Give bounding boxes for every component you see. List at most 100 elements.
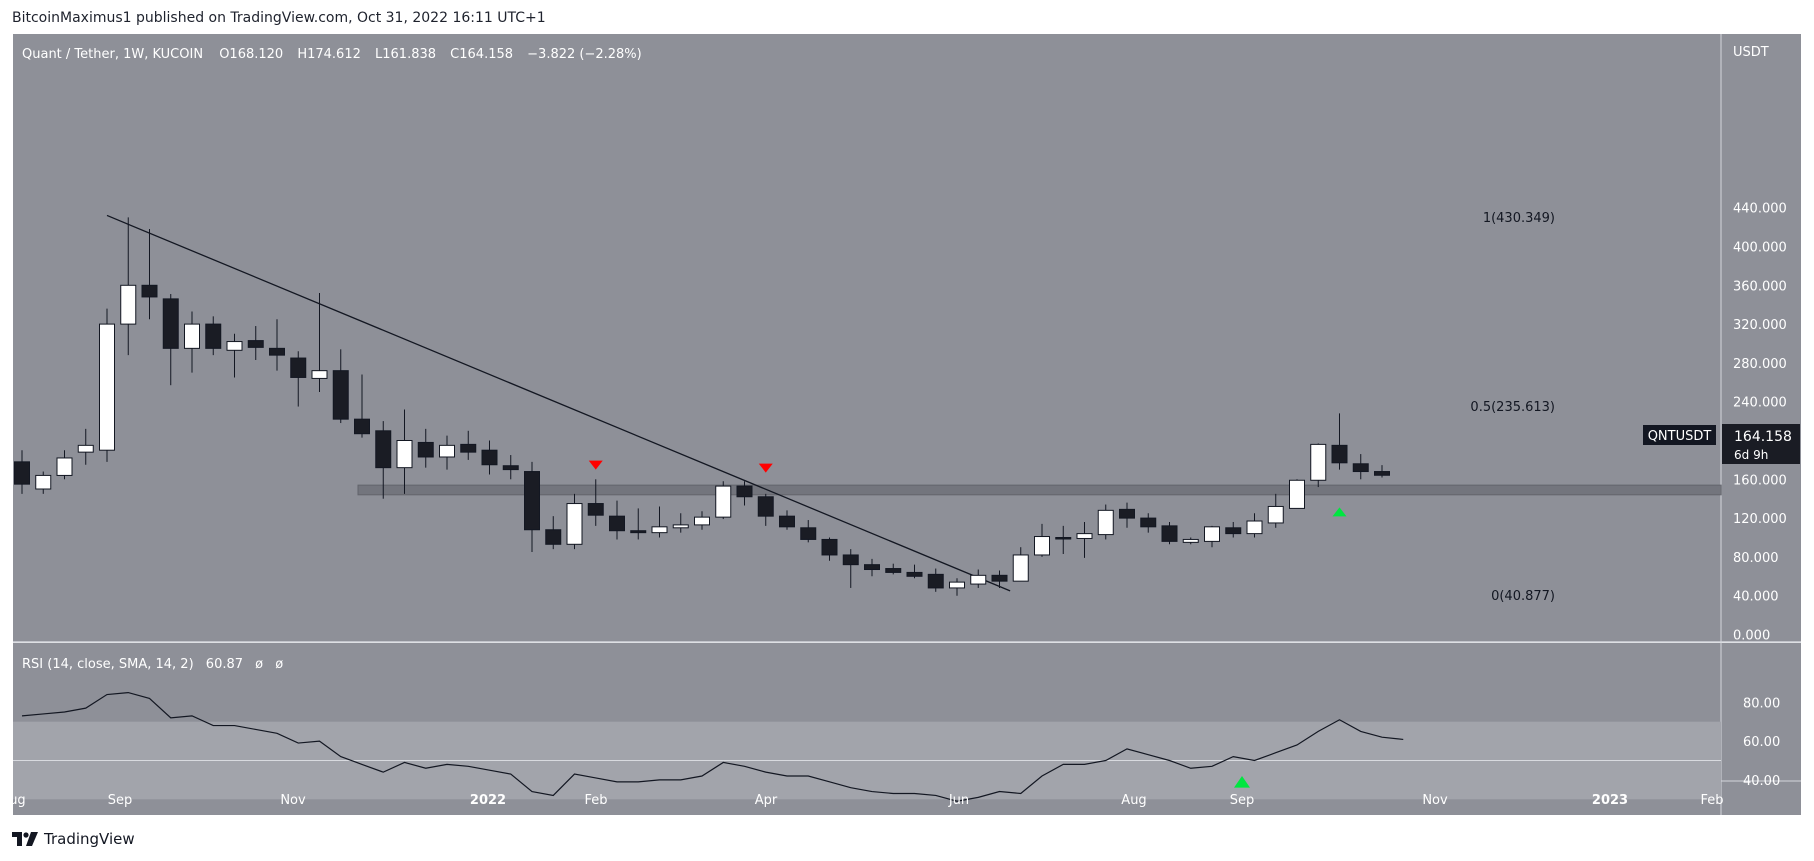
candle[interactable] (715, 481, 732, 520)
price-tick-label: 240.000 (1733, 396, 1787, 411)
price-tick-label: 80.000 (1733, 551, 1779, 566)
candle[interactable] (417, 428, 434, 468)
candle[interactable] (354, 374, 370, 438)
candle[interactable] (99, 308, 115, 462)
time-axis-label: Feb (584, 793, 607, 808)
candle[interactable] (991, 570, 1008, 588)
legend-h-value: 174.612 (307, 47, 361, 62)
candle[interactable] (1246, 513, 1263, 538)
candle[interactable] (14, 450, 30, 494)
candle[interactable] (1331, 413, 1348, 470)
candle-body (651, 526, 668, 534)
legend-change: −3.822 (−2.28%) (527, 47, 642, 62)
candle[interactable] (587, 479, 604, 526)
candle[interactable] (481, 440, 498, 475)
candle[interactable] (205, 316, 222, 356)
candle[interactable] (77, 428, 94, 465)
candle[interactable] (630, 508, 647, 540)
candle[interactable] (1310, 443, 1327, 488)
candle[interactable] (311, 293, 328, 392)
legend-o-label: O (219, 47, 229, 62)
candle[interactable] (1182, 537, 1199, 545)
candle[interactable] (162, 294, 179, 386)
candle[interactable] (1119, 502, 1135, 528)
candle[interactable] (460, 430, 477, 460)
candle-body (269, 347, 285, 356)
candle[interactable] (332, 349, 349, 424)
price-scale-bg[interactable] (1721, 34, 1801, 642)
candle[interactable] (1289, 479, 1305, 509)
candle[interactable] (927, 568, 944, 592)
candle[interactable] (120, 217, 137, 356)
candle[interactable] (1012, 547, 1029, 582)
candle-body (1204, 526, 1220, 542)
main-pane-bg[interactable] (13, 34, 1721, 642)
candle-body (162, 298, 179, 349)
candle[interactable] (184, 311, 200, 373)
candle[interactable] (949, 578, 965, 596)
candle-body (1034, 536, 1050, 556)
candle-body (1140, 517, 1157, 528)
candle[interactable] (800, 520, 817, 543)
candle-body (779, 515, 795, 528)
candle[interactable] (226, 333, 243, 378)
candle-body (927, 573, 944, 589)
candle[interactable] (524, 461, 540, 553)
candle-body (77, 444, 94, 453)
candle[interactable] (906, 564, 923, 579)
candle[interactable] (141, 229, 158, 320)
candle[interactable] (269, 319, 285, 371)
candle[interactable] (1097, 504, 1114, 540)
candle[interactable] (1055, 525, 1072, 554)
candle[interactable] (1267, 493, 1284, 528)
candle[interactable] (1374, 465, 1390, 478)
rsi-tick-label: 40.00 (1743, 774, 1780, 789)
candle-body (14, 461, 30, 485)
candle[interactable] (502, 455, 519, 480)
time-axis-label: Sep (108, 793, 133, 808)
candle[interactable] (1140, 513, 1157, 533)
candle[interactable] (247, 326, 264, 360)
candle[interactable] (757, 493, 774, 526)
candle[interactable] (821, 537, 838, 561)
candle[interactable] (1161, 521, 1178, 545)
candle[interactable] (1204, 525, 1220, 548)
candle[interactable] (651, 506, 668, 538)
candle[interactable] (885, 563, 902, 575)
candle[interactable] (842, 549, 859, 588)
candle[interactable] (1225, 521, 1242, 538)
candle[interactable] (609, 500, 625, 540)
candle[interactable] (694, 511, 710, 530)
candle-body (672, 524, 689, 529)
candle[interactable] (56, 450, 73, 480)
tradingview-footer[interactable]: TradingView (12, 829, 135, 849)
candle[interactable] (35, 471, 52, 494)
candle[interactable] (566, 493, 583, 550)
candle-body (375, 430, 392, 469)
rsi-scale-bg[interactable] (1721, 643, 1801, 781)
price-tick-label: 160.000 (1733, 473, 1787, 488)
candle-body (715, 485, 732, 518)
rsi-legend: RSI (14, close, SMA, 14, 2) 60.87 ø ø (22, 657, 283, 672)
candle[interactable] (672, 513, 689, 533)
green-up-arrow-marker (1332, 507, 1347, 517)
candle[interactable] (736, 481, 753, 506)
rsi-tick-label: 80.00 (1743, 696, 1780, 711)
candle[interactable] (970, 569, 987, 588)
candle[interactable] (1352, 454, 1369, 480)
candle[interactable] (1034, 523, 1050, 557)
price-tick-label: 40.000 (1733, 590, 1779, 605)
candle-body (1182, 538, 1199, 543)
time-axis-label: Nov (1422, 793, 1448, 808)
candle[interactable] (396, 409, 413, 494)
candle[interactable] (864, 558, 880, 577)
candle[interactable] (375, 421, 392, 499)
candle[interactable] (290, 351, 307, 407)
candle[interactable] (545, 516, 562, 550)
candle[interactable] (439, 435, 455, 470)
candle[interactable] (779, 510, 795, 530)
candle-body (120, 284, 137, 325)
candle[interactable] (1076, 521, 1093, 558)
candle-body (1097, 509, 1114, 536)
